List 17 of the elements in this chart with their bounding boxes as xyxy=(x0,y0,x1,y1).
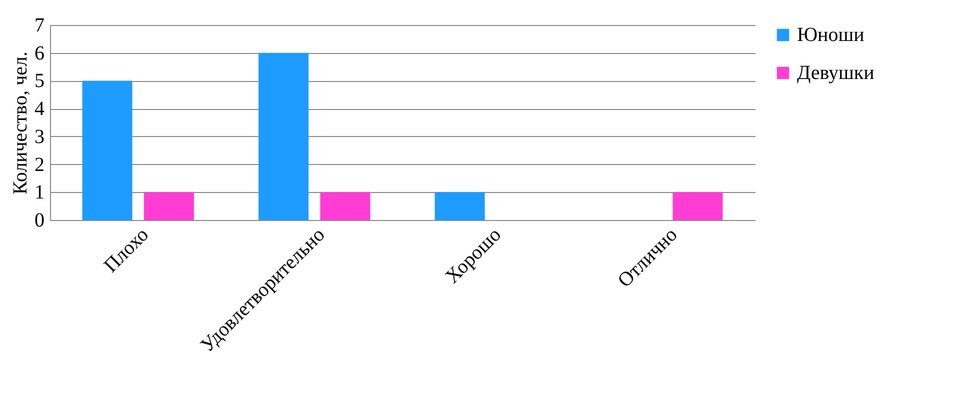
y-tick-label: 1 xyxy=(34,182,44,204)
y-tick-label: 5 xyxy=(34,70,44,92)
bar xyxy=(672,192,723,220)
bar xyxy=(258,52,309,220)
bar xyxy=(320,192,370,220)
y-axis-title: Количество, чел. xyxy=(10,51,32,195)
y-tick-label: 0 xyxy=(34,210,44,232)
bar xyxy=(434,192,485,220)
y-tick-label: 7 xyxy=(34,14,44,36)
legend-label: Юноши xyxy=(797,24,865,46)
bar xyxy=(144,192,194,220)
bar xyxy=(82,80,132,220)
y-tick-label: 3 xyxy=(34,126,44,148)
legend-label: Девушки xyxy=(797,62,875,84)
y-tick-label: 6 xyxy=(34,42,44,64)
y-tick-label: 2 xyxy=(34,154,44,176)
y-tick-label: 4 xyxy=(34,98,44,120)
